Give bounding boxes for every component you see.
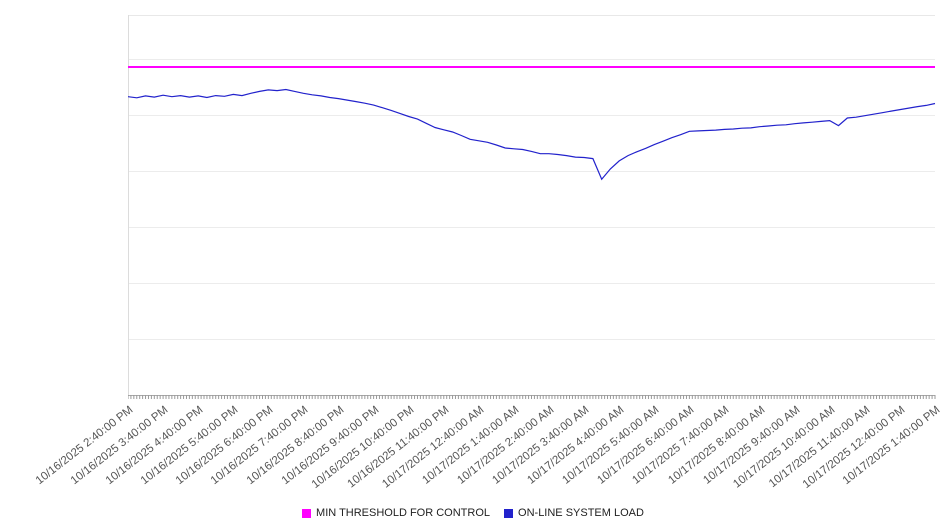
threshold-legend-label: MIN THRESHOLD FOR CONTROL xyxy=(316,507,491,519)
load-legend-swatch-icon xyxy=(504,508,514,518)
load-legend-label: ON-LINE SYSTEM LOAD xyxy=(518,507,644,519)
legend: MIN THRESHOLD FOR CONTROL ON-LINE SYSTEM… xyxy=(0,507,946,519)
threshold-legend-swatch-icon xyxy=(302,508,312,518)
legend-item-threshold: MIN THRESHOLD FOR CONTROL xyxy=(302,507,490,519)
chart-canvas xyxy=(128,15,936,399)
x-axis-labels: 10/16/2025 2:40:00 PM 10/16/2025 3:40:00 … xyxy=(0,399,946,511)
plot-area xyxy=(128,15,936,401)
legend-item-load: ON-LINE SYSTEM LOAD xyxy=(504,507,644,519)
